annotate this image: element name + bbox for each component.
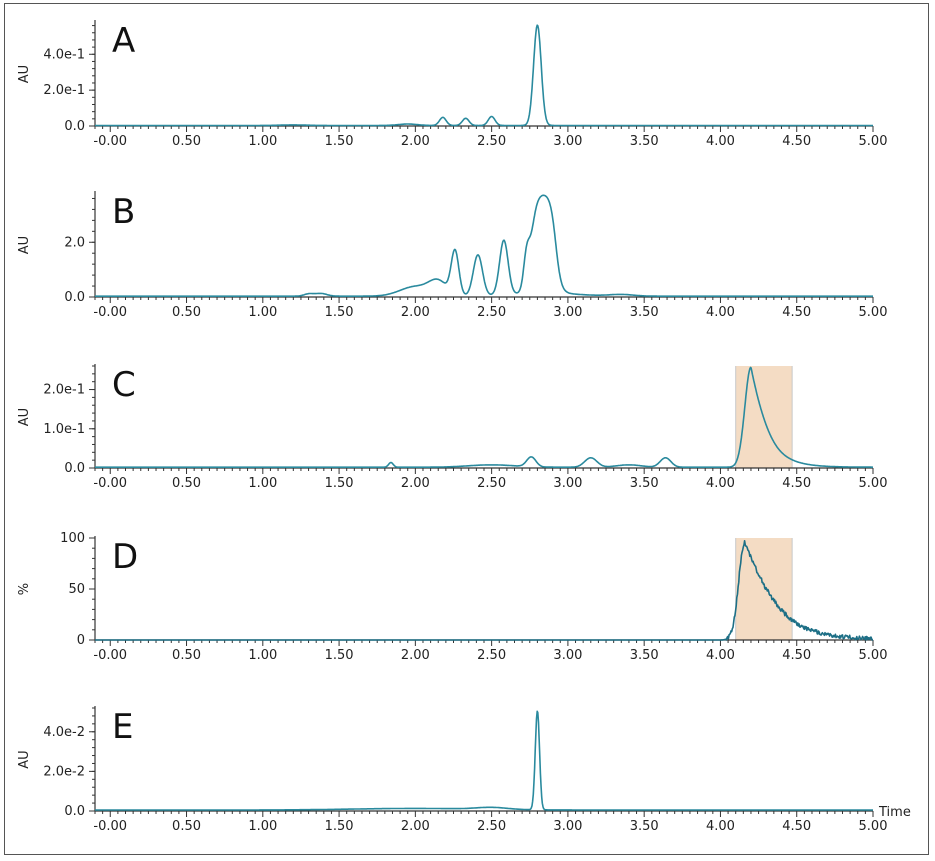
x-tick-label: 3.00 (553, 305, 582, 320)
x-tick-label: 1.50 (325, 476, 354, 491)
x-tick-label: 2.50 (477, 648, 506, 663)
y-axis-label: % (17, 583, 32, 595)
x-tick-label: 1.00 (248, 305, 277, 320)
x-tick-label: 2.50 (477, 476, 506, 491)
x-tick-label: 2.50 (477, 819, 506, 834)
x-tick-label: 5.00 (859, 648, 888, 663)
x-tick-label: -0.00 (93, 134, 127, 149)
series-line (94, 539, 874, 641)
y-axis-label: AU (17, 236, 32, 254)
y-axis-label: AU (17, 408, 32, 426)
x-tick-label: 4.50 (782, 305, 811, 320)
y-tick-label: 50 (68, 582, 85, 597)
x-tick-label: 4.50 (782, 819, 811, 834)
x-tick-label: 0.50 (172, 134, 201, 149)
x-tick-label: 2.00 (401, 476, 430, 491)
panel-letter: D (112, 537, 138, 577)
panel-letter: C (112, 365, 136, 405)
x-tick-label: 4.00 (706, 819, 735, 834)
x-tick-label: 4.00 (706, 305, 735, 320)
y-tick-label: 2.0e-1 (43, 383, 85, 398)
x-tick-label: 1.00 (248, 476, 277, 491)
x-tick-label: -0.00 (93, 648, 127, 663)
x-tick-label: 5.00 (859, 819, 888, 834)
chart-panel-E: -0.00 0.50 1.00 1.50 2.00 2.50 3.00 3.50 4.00 4.5… (17, 706, 911, 834)
x-tick-label: -0.00 (93, 819, 127, 834)
x-tick-label: 1.00 (248, 819, 277, 834)
x-tick-label: 1.00 (248, 648, 277, 663)
y-axis-label: AU (17, 750, 32, 768)
x-tick-label: 2.00 (401, 305, 430, 320)
x-tick-label: 3.00 (553, 648, 582, 663)
y-tick-label: 2.0e-2 (43, 764, 85, 779)
x-tick-label: 2.00 (401, 134, 430, 149)
x-tick-label: 1.50 (325, 134, 354, 149)
x-tick-label: 3.50 (630, 134, 659, 149)
x-tick-label: 3.50 (630, 819, 659, 834)
x-tick-label: 5.00 (859, 134, 888, 149)
x-tick-label: 0.50 (172, 648, 201, 663)
x-tick-label: 5.00 (859, 305, 888, 320)
x-tick-label: 3.00 (553, 819, 582, 834)
series-line (94, 366, 874, 469)
x-axis-label: Time (878, 805, 911, 820)
chart-panel-C: -0.00 0.50 1.00 1.50 2.00 2.50 3.00 3.50 4.00 4.5… (17, 364, 887, 491)
x-tick-label: 4.00 (706, 476, 735, 491)
x-tick-label: 2.50 (477, 305, 506, 320)
series-line (94, 710, 874, 811)
highlight-region (735, 538, 793, 640)
y-tick-label: 4.0e-2 (43, 725, 85, 740)
y-tick-label: 0.0 (64, 461, 85, 476)
x-tick-label: -0.00 (93, 476, 127, 491)
y-tick-label: 100 (60, 531, 85, 546)
x-tick-label: 4.50 (782, 476, 811, 491)
y-tick-label: 0.0 (64, 290, 85, 305)
x-tick-label: 0.50 (172, 476, 201, 491)
x-tick-label: 4.50 (782, 648, 811, 663)
series-line (94, 194, 874, 298)
series-line (94, 24, 874, 127)
y-tick-label: 0 (77, 633, 85, 648)
y-axis-label: AU (17, 65, 32, 83)
x-tick-label: -0.00 (93, 305, 127, 320)
chart-panel-A: -0.00 0.50 1.00 1.50 2.00 2.50 3.00 3.50 4.00 4.5… (17, 20, 887, 149)
x-tick-label: 2.00 (401, 819, 430, 834)
x-tick-label: 1.50 (325, 305, 354, 320)
chart-panel-B: -0.00 0.50 1.00 1.50 2.00 2.50 3.00 3.50 4.00 4.5… (17, 191, 887, 320)
x-tick-label: 0.50 (172, 305, 201, 320)
panel-letter: A (112, 21, 135, 61)
panel-letter: E (112, 707, 133, 747)
panel-letter: B (112, 192, 135, 232)
x-tick-label: 1.50 (325, 819, 354, 834)
x-tick-label: 3.00 (553, 134, 582, 149)
y-tick-label: 1.0e-1 (43, 422, 85, 437)
y-tick-label: 0.0 (64, 119, 85, 134)
y-tick-label: 2.0 (64, 235, 85, 250)
x-tick-label: 3.00 (553, 476, 582, 491)
x-tick-label: 1.50 (325, 648, 354, 663)
x-tick-label: 5.00 (859, 476, 888, 491)
x-tick-label: 3.50 (630, 476, 659, 491)
y-tick-label: 0.0 (64, 804, 85, 819)
y-tick-label: 4.0e-1 (43, 47, 85, 62)
x-tick-label: 0.50 (172, 819, 201, 834)
y-tick-label: 2.0e-1 (43, 83, 85, 98)
x-tick-label: 2.00 (401, 648, 430, 663)
x-tick-label: 2.50 (477, 134, 506, 149)
x-tick-label: 4.50 (782, 134, 811, 149)
x-tick-label: 4.00 (706, 648, 735, 663)
x-tick-label: 4.00 (706, 134, 735, 149)
x-tick-label: 1.00 (248, 134, 277, 149)
x-tick-label: 3.50 (630, 305, 659, 320)
chart-panel-D: -0.00 0.50 1.00 1.50 2.00 2.50 3.00 3.50 4.00 4.5… (17, 531, 887, 663)
x-tick-label: 3.50 (630, 648, 659, 663)
